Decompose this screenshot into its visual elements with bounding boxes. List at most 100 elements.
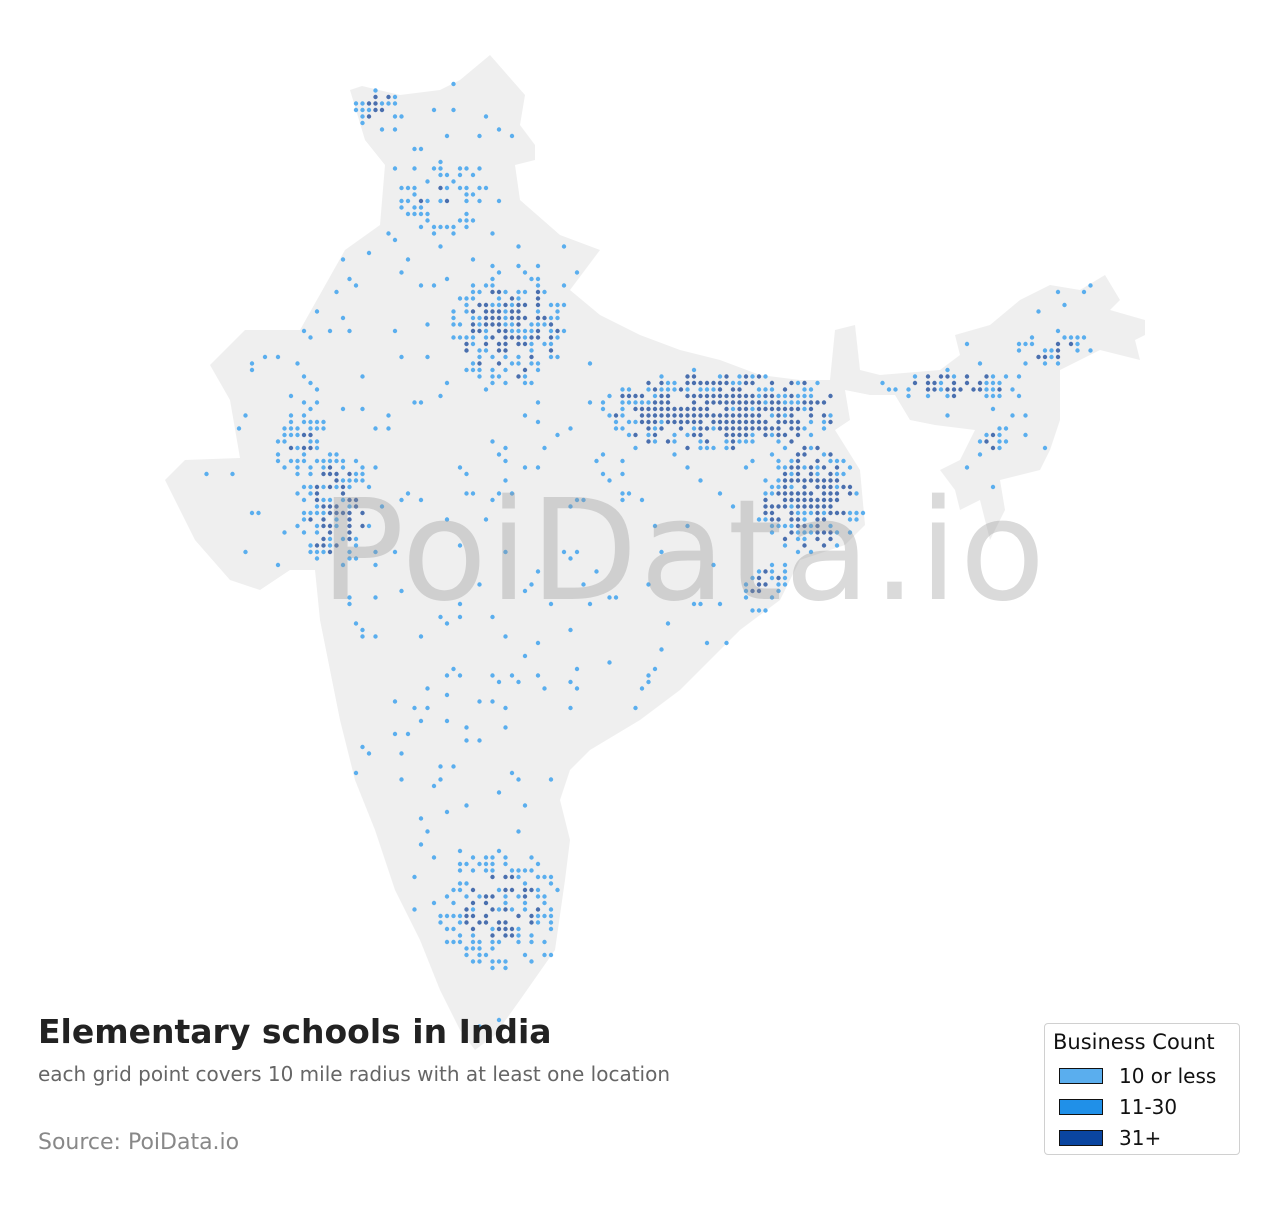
grid-point [815, 465, 820, 470]
grid-point [717, 380, 723, 386]
grid-point [308, 426, 313, 431]
grid-point [652, 432, 658, 438]
grid-point [769, 569, 775, 574]
grid-point [379, 101, 385, 106]
grid-point [444, 276, 450, 282]
grid-point [308, 491, 313, 496]
grid-point [444, 913, 450, 919]
grid-point [652, 523, 658, 529]
grid-point [1016, 341, 1022, 347]
grid-point [425, 322, 430, 327]
grid-point [490, 309, 495, 314]
grid-point [802, 478, 807, 483]
grid-point [503, 933, 508, 938]
grid-point [769, 387, 775, 392]
grid-point [301, 452, 307, 457]
grid-point [750, 575, 755, 581]
grid-point [457, 920, 463, 925]
grid-point [470, 341, 476, 347]
grid-point [1088, 348, 1093, 353]
grid-point [620, 400, 625, 405]
grid-point [457, 887, 463, 893]
grid-point [678, 406, 684, 412]
grid-point [750, 588, 755, 594]
grid-point [477, 374, 482, 379]
grid-point [542, 874, 547, 880]
grid-point [548, 354, 554, 360]
grid-point [769, 426, 775, 431]
grid-point [438, 393, 443, 399]
grid-point [678, 426, 684, 431]
grid-point [646, 426, 651, 431]
grid-point [763, 510, 768, 516]
grid-point [789, 393, 794, 399]
grid-point [327, 543, 333, 548]
grid-point [691, 367, 697, 373]
grid-point [964, 465, 970, 470]
grid-point [444, 926, 450, 932]
grid-point [340, 497, 346, 503]
grid-point [464, 192, 469, 197]
grid-point [464, 471, 469, 477]
grid-point [522, 900, 528, 906]
grid-point [795, 419, 801, 425]
grid-point [652, 413, 658, 418]
grid-point [535, 296, 541, 301]
grid-point [334, 510, 339, 516]
grid-point [555, 315, 560, 321]
grid-point [340, 406, 346, 412]
grid-point [568, 705, 573, 711]
grid-point [535, 913, 541, 919]
grid-point [516, 341, 521, 347]
grid-point [314, 387, 320, 392]
grid-point [555, 328, 560, 334]
grid-point [730, 504, 736, 509]
grid-point [457, 172, 463, 178]
grid-point [444, 692, 450, 698]
grid-point [483, 322, 489, 327]
grid-point [750, 400, 755, 405]
grid-point [568, 504, 573, 509]
grid-point [392, 166, 398, 171]
grid-point [516, 926, 521, 932]
grid-point [724, 439, 729, 444]
grid-point [464, 211, 469, 217]
grid-point [847, 530, 853, 535]
grid-point [652, 666, 658, 672]
grid-point [1049, 348, 1054, 353]
grid-point [776, 491, 781, 496]
grid-point [535, 894, 541, 899]
grid-point [301, 530, 307, 535]
grid-point [769, 400, 775, 405]
grid-point [685, 406, 690, 412]
grid-point [366, 101, 372, 106]
grid-point [425, 686, 430, 691]
grid-point [724, 419, 729, 425]
grid-point [464, 738, 469, 743]
grid-point [646, 400, 651, 405]
grid-point [828, 523, 833, 529]
grid-point [808, 465, 814, 470]
grid-point [412, 185, 417, 191]
grid-point [730, 400, 736, 405]
grid-point [535, 569, 541, 574]
grid-point [516, 263, 521, 269]
grid-point [496, 790, 502, 795]
grid-point [327, 452, 333, 457]
grid-point [964, 380, 970, 386]
grid-point [522, 270, 528, 275]
grid-point [984, 374, 989, 379]
grid-point [841, 458, 846, 464]
grid-point [802, 380, 807, 386]
grid-point [308, 335, 313, 340]
grid-point [470, 172, 476, 178]
grid-point [750, 393, 755, 399]
grid-point [782, 504, 788, 509]
grid-point [373, 101, 378, 106]
grid-point [529, 959, 534, 964]
grid-point [509, 770, 515, 776]
grid-point [737, 374, 742, 379]
grid-point [334, 478, 339, 483]
grid-point [665, 621, 671, 626]
grid-point [802, 406, 807, 412]
